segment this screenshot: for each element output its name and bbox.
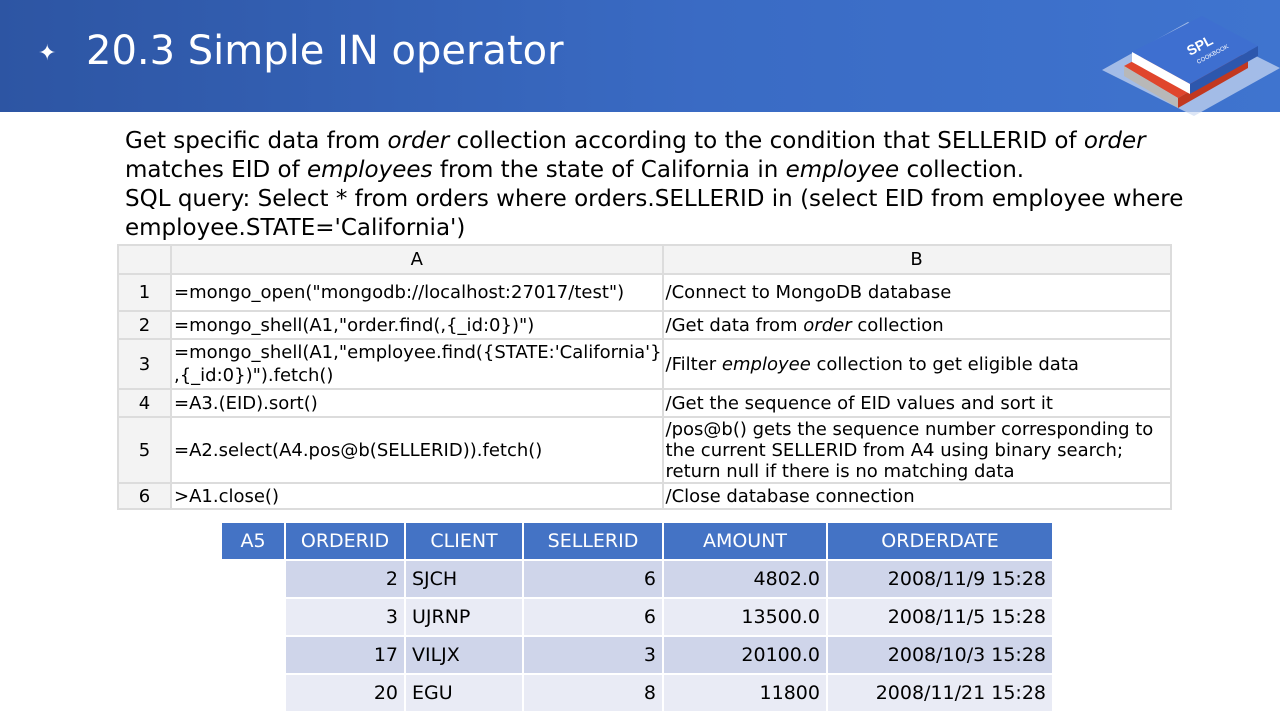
row-number[interactable]: 6 — [117, 482, 172, 510]
row-number[interactable]: 3 — [117, 338, 172, 390]
result-cell-label: A5 — [220, 521, 286, 561]
orderdate-cell: 2008/11/21 15:28 — [826, 673, 1054, 713]
bullet-icon: ✦ — [38, 40, 57, 65]
table-row[interactable]: 3 UJRNP 6 13500.0 2008/11/5 15:28 — [220, 597, 1054, 637]
client-cell: SJCH — [404, 559, 524, 599]
amount-cell: 20100.0 — [662, 635, 828, 675]
row-number[interactable]: 4 — [117, 388, 172, 418]
client-cell: VILJX — [404, 635, 524, 675]
spl-code-grid: A B 1 =mongo_open("mongodb://localhost:2… — [117, 244, 1172, 510]
grid-row: 3 =mongo_shell(A1,"employee.find({STATE:… — [117, 338, 1172, 390]
description: Get specific data from order collection … — [125, 127, 1205, 243]
table-row[interactable]: 20 EGU 8 11800 2008/11/21 15:28 — [220, 673, 1054, 713]
cell-a1[interactable]: =mongo_open("mongodb://localhost:27017/t… — [170, 273, 664, 312]
column-header-a[interactable]: A — [170, 244, 664, 275]
sellerid-cell: 8 — [522, 673, 664, 713]
sellerid-cell: 6 — [522, 597, 664, 637]
orderdate-cell: 2008/11/5 15:28 — [826, 597, 1054, 637]
spl-cookbook-logo: SPL COOKBOOK — [1102, 16, 1280, 116]
column-header-amount[interactable]: AMOUNT — [662, 521, 828, 561]
description-line-4: employee.STATE='California') — [125, 215, 466, 241]
grid-row: 1 =mongo_open("mongodb://localhost:27017… — [117, 273, 1172, 312]
cell-b3[interactable]: /Filter employee collection to get eligi… — [661, 338, 1172, 390]
orderid-cell: 17 — [284, 635, 406, 675]
result-table: A5 ORDERID CLIENT SELLERID AMOUNT ORDERD… — [220, 521, 1054, 713]
column-header-b[interactable]: B — [661, 244, 1172, 275]
table-row[interactable]: 2 SJCH 6 4802.0 2008/11/9 15:28 — [220, 559, 1054, 599]
column-header-sellerid[interactable]: SELLERID — [522, 521, 664, 561]
column-header-orderdate[interactable]: ORDERDATE — [826, 521, 1054, 561]
cell-b6[interactable]: /Close database connection — [661, 482, 1172, 510]
grid-corner-cell[interactable] — [117, 244, 172, 275]
table-row[interactable]: 17 VILJX 3 20100.0 2008/10/3 15:28 — [220, 635, 1054, 675]
description-line-3: SQL query: Select * from orders where or… — [125, 186, 1184, 212]
grid-row: 4 =A3.(EID).sort() /Get the sequence of … — [117, 388, 1172, 418]
title-bar: ✦ 20.3 Simple IN operator — [0, 0, 1280, 112]
client-cell: UJRNP — [404, 597, 524, 637]
orderid-cell: 20 — [284, 673, 406, 713]
row-number[interactable]: 2 — [117, 310, 172, 340]
client-cell: EGU — [404, 673, 524, 713]
cell-a6[interactable]: >A1.close() — [170, 482, 664, 510]
sellerid-cell: 3 — [522, 635, 664, 675]
cell-b5[interactable]: /pos@b() gets the sequence number corres… — [661, 416, 1172, 484]
cell-a5[interactable]: =A2.select(A4.pos@b(SELLERID)).fetch() — [170, 416, 664, 484]
result-header-row: A5 ORDERID CLIENT SELLERID AMOUNT ORDERD… — [220, 521, 1054, 561]
amount-cell: 13500.0 — [662, 597, 828, 637]
orderdate-cell: 2008/11/9 15:28 — [826, 559, 1054, 599]
orderid-cell: 3 — [284, 597, 406, 637]
row-number[interactable]: 5 — [117, 416, 172, 484]
cell-a4[interactable]: =A3.(EID).sort() — [170, 388, 664, 418]
page-title: 20.3 Simple IN operator — [86, 28, 564, 74]
cell-a2[interactable]: =mongo_shell(A1,"order.find(,{_id:0})") — [170, 310, 664, 340]
grid-header-row: A B — [117, 244, 1172, 275]
row-number[interactable]: 1 — [117, 273, 172, 312]
amount-cell: 11800 — [662, 673, 828, 713]
description-line-2: matches EID of employees from the state … — [125, 157, 1025, 183]
column-header-orderid[interactable]: ORDERID — [284, 521, 406, 561]
column-header-client[interactable]: CLIENT — [404, 521, 524, 561]
orderdate-cell: 2008/10/3 15:28 — [826, 635, 1054, 675]
grid-row: 2 =mongo_shell(A1,"order.find(,{_id:0})"… — [117, 310, 1172, 340]
cell-b4[interactable]: /Get the sequence of EID values and sort… — [661, 388, 1172, 418]
sellerid-cell: 6 — [522, 559, 664, 599]
grid-row: 6 >A1.close() /Close database connection — [117, 482, 1172, 510]
grid-row: 5 =A2.select(A4.pos@b(SELLERID)).fetch()… — [117, 416, 1172, 484]
cell-b2[interactable]: /Get data from order collection — [661, 310, 1172, 340]
description-line-1: Get specific data from order collection … — [125, 128, 1146, 154]
cell-a3[interactable]: =mongo_shell(A1,"employee.find({STATE:'C… — [170, 338, 664, 390]
orderid-cell: 2 — [284, 559, 406, 599]
cell-b1[interactable]: /Connect to MongoDB database — [661, 273, 1172, 312]
amount-cell: 4802.0 — [662, 559, 828, 599]
